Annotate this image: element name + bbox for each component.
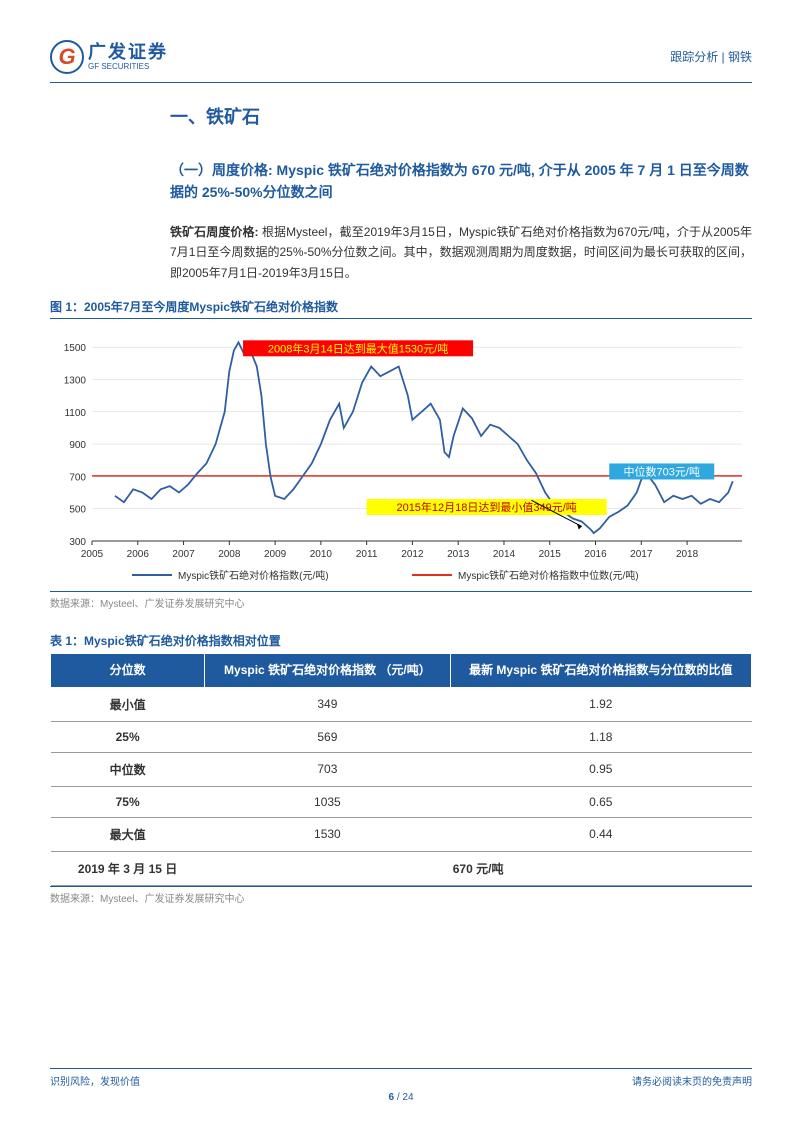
table-col-1: Myspic 铁矿石绝对价格指数 （元/吨） bbox=[205, 653, 450, 687]
logo-icon: G bbox=[50, 40, 84, 74]
svg-text:300: 300 bbox=[69, 537, 86, 548]
logo-text-en: GF SECURITIES bbox=[88, 63, 168, 71]
table-cell: 349 bbox=[205, 687, 450, 721]
svg-text:2014: 2014 bbox=[493, 549, 516, 560]
table1-title: 表 1：Myspic铁矿石绝对价格指数相对位置 bbox=[50, 632, 752, 649]
svg-text:Myspic铁矿石绝对价格指数中位数(元/吨): Myspic铁矿石绝对价格指数中位数(元/吨) bbox=[458, 569, 639, 582]
figure1-svg: 300 500 700 900 1100 1300 1500 2005 2006 2007 2008… bbox=[50, 321, 752, 591]
svg-text:1500: 1500 bbox=[64, 343, 87, 354]
figure1-chart: 300 500 700 900 1100 1300 1500 2005 2006 2007 2008… bbox=[50, 321, 752, 591]
svg-text:1100: 1100 bbox=[64, 408, 86, 419]
page-footer: 识别风险，发现价值 请务必阅读末页的免责声明 6 / 24 bbox=[50, 1068, 752, 1103]
table-col-2: 最新 Myspic 铁矿石绝对价格指数与分位数的比值 bbox=[450, 653, 751, 687]
table-row: 75%10350.65 bbox=[51, 786, 752, 817]
table-cell: 703 bbox=[205, 752, 450, 786]
svg-text:中位数703元/吨: 中位数703元/吨 bbox=[624, 464, 700, 478]
svg-text:500: 500 bbox=[69, 505, 86, 516]
table-cell: 最大值 bbox=[51, 817, 205, 851]
table-cell: 1.18 bbox=[450, 721, 751, 752]
svg-text:2009: 2009 bbox=[264, 549, 287, 560]
table-cell: 75% bbox=[51, 786, 205, 817]
figure1-title: 图 1：2005年7月至今周度Myspic铁矿石绝对价格指数 bbox=[50, 298, 752, 319]
svg-text:2013: 2013 bbox=[447, 549, 470, 560]
svg-text:2005: 2005 bbox=[81, 549, 104, 560]
page-header: G 广发证券 GF SECURITIES 跟踪分析 | 钢铁 bbox=[50, 40, 752, 83]
footer-pagenum: 6 / 24 bbox=[50, 1092, 752, 1103]
table-header-row: 分位数 Myspic 铁矿石绝对价格指数 （元/吨） 最新 Myspic 铁矿石… bbox=[51, 653, 752, 687]
figure1-source: 数据来源：Mysteel、广发证券发展研究中心 bbox=[50, 591, 752, 610]
subsection-title: （一）周度价格: Myspic 铁矿石绝对价格指数为 670 元/吨, 介于从 … bbox=[170, 159, 752, 204]
table-cell: 1035 bbox=[205, 786, 450, 817]
svg-text:2012: 2012 bbox=[401, 549, 424, 560]
svg-text:2007: 2007 bbox=[172, 549, 195, 560]
table-cell: 中位数 bbox=[51, 752, 205, 786]
svg-text:2010: 2010 bbox=[310, 549, 333, 560]
table1-source: 数据来源：Mysteel、广发证券发展研究中心 bbox=[50, 886, 752, 905]
table-cell: 1.92 bbox=[450, 687, 751, 721]
svg-text:2017: 2017 bbox=[630, 549, 653, 560]
section-title: 一、铁矿石 bbox=[170, 103, 752, 129]
svg-text:2015: 2015 bbox=[539, 549, 562, 560]
table-row: 最大值15300.44 bbox=[51, 817, 752, 851]
svg-text:2008年3月14日达到最大值1530元/吨: 2008年3月14日达到最大值1530元/吨 bbox=[268, 341, 448, 355]
footer-left: 识别风险，发现价值 bbox=[50, 1073, 140, 1088]
table-cell: 1530 bbox=[205, 817, 450, 851]
svg-text:2018: 2018 bbox=[676, 549, 699, 560]
page-total: 24 bbox=[402, 1092, 413, 1103]
svg-text:2011: 2011 bbox=[356, 549, 378, 560]
table-cell: 25% bbox=[51, 721, 205, 752]
table-cell: 0.95 bbox=[450, 752, 751, 786]
table-cell: 0.65 bbox=[450, 786, 751, 817]
table-col-0: 分位数 bbox=[51, 653, 205, 687]
svg-text:2006: 2006 bbox=[127, 549, 150, 560]
svg-text:2015年12月18日达到最小值349元/吨: 2015年12月18日达到最小值349元/吨 bbox=[396, 500, 576, 514]
svg-text:900: 900 bbox=[69, 440, 86, 451]
table-cell: 最小值 bbox=[51, 687, 205, 721]
table-row: 中位数7030.95 bbox=[51, 752, 752, 786]
table-cell: 670 元/吨 bbox=[205, 851, 752, 885]
body-paragraph: 铁矿石周度价格: 根据Mysteel，截至2019年3月15日，Myspic铁矿… bbox=[170, 222, 752, 283]
svg-text:2016: 2016 bbox=[584, 549, 607, 560]
table-cell: 0.44 bbox=[450, 817, 751, 851]
svg-text:Myspic铁矿石绝对价格指数(元/吨): Myspic铁矿石绝对价格指数(元/吨) bbox=[178, 569, 329, 582]
svg-text:1300: 1300 bbox=[64, 375, 87, 386]
body-lead: 铁矿石周度价格: bbox=[170, 225, 259, 239]
table1: 分位数 Myspic 铁矿石绝对价格指数 （元/吨） 最新 Myspic 铁矿石… bbox=[50, 653, 752, 886]
header-category: 跟踪分析 | 钢铁 bbox=[670, 48, 752, 65]
table-row: 2019 年 3 月 15 日670 元/吨 bbox=[51, 851, 752, 885]
table-row: 25%5691.18 bbox=[51, 721, 752, 752]
logo: G 广发证券 GF SECURITIES bbox=[50, 40, 168, 74]
table-cell: 2019 年 3 月 15 日 bbox=[51, 851, 205, 885]
svg-text:2008: 2008 bbox=[218, 549, 241, 560]
table-row: 最小值3491.92 bbox=[51, 687, 752, 721]
table-cell: 569 bbox=[205, 721, 450, 752]
svg-text:700: 700 bbox=[69, 472, 86, 483]
footer-right: 请务必阅读末页的免责声明 bbox=[632, 1073, 752, 1088]
logo-text-cn: 广发证券 bbox=[88, 43, 168, 61]
